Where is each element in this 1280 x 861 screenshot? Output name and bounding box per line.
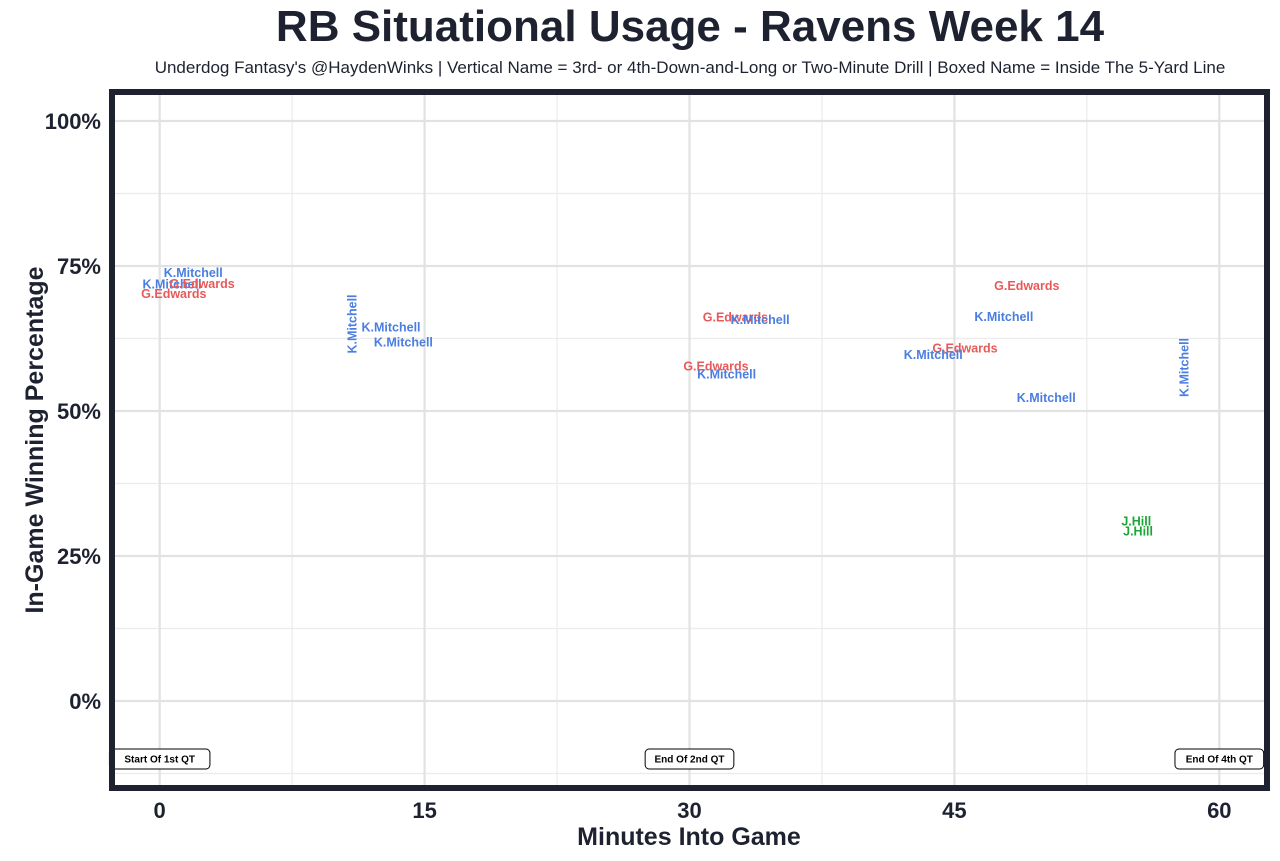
player-point-label: K.Mitchell bbox=[697, 367, 756, 381]
annotation-label: End Of 2nd QT bbox=[655, 755, 725, 766]
player-point-label: G.Edwards bbox=[994, 279, 1059, 293]
y-tick-label: 100% bbox=[45, 109, 101, 134]
plot-border bbox=[109, 89, 1270, 791]
grid-lines bbox=[112, 92, 1267, 788]
x-tick-label: 15 bbox=[412, 798, 436, 823]
y-axis-title: In-Game Winning Percentage bbox=[21, 266, 49, 613]
player-point-label: G.Edwards bbox=[169, 277, 234, 291]
annotation-label: End Of 4th QT bbox=[1186, 755, 1253, 766]
y-tick-label: 75% bbox=[57, 254, 101, 279]
annotations: Start Of 1st QT End Of 2nd QT End Of 4th Q… bbox=[108, 748, 1265, 770]
player-point-label: K.Mitchell bbox=[1017, 391, 1076, 405]
annotation-box bbox=[1174, 748, 1265, 770]
quarter-annotation: End Of 4th QT bbox=[1174, 748, 1265, 770]
player-point-label: K.Mitchell bbox=[164, 266, 223, 280]
player-point-label: K.Mitchell bbox=[904, 348, 963, 362]
chart-title: RB Situational Usage - Ravens Week 14 bbox=[275, 2, 1105, 51]
x-tick-label: 0 bbox=[154, 798, 166, 823]
x-axis-ticks: 0 15 30 45 60 bbox=[154, 798, 1232, 823]
x-tick-label: 60 bbox=[1207, 798, 1231, 823]
player-point-label: K.Mitchell bbox=[1177, 338, 1191, 397]
player-point-label: J.Hill bbox=[1123, 525, 1153, 539]
player-point-label: K.Mitchell bbox=[374, 335, 433, 349]
x-axis-title: Minutes Into Game bbox=[577, 823, 801, 851]
player-point-label: G.Edwards bbox=[141, 287, 206, 301]
y-tick-label: 50% bbox=[57, 399, 101, 424]
player-point-label: K.Mitchell bbox=[143, 277, 202, 291]
player-point-label: J.Hill bbox=[1121, 515, 1151, 529]
player-point-label: G.Edwards bbox=[703, 311, 768, 325]
y-axis-ticks: 0% 25% 50% 75% 100% bbox=[45, 109, 101, 714]
player-point-label: K.Mitchell bbox=[346, 294, 360, 353]
annotation-box bbox=[644, 748, 735, 770]
chart-subtitle: Underdog Fantasy's @HaydenWinks | Vertic… bbox=[154, 58, 1226, 77]
player-point-label: K.Mitchell bbox=[362, 320, 421, 334]
player-point-label: G.Edwards bbox=[683, 359, 748, 373]
y-tick-label: 25% bbox=[57, 544, 101, 569]
annotation-label: Start Of 1st QT bbox=[124, 755, 195, 766]
player-point-label: G.Edwards bbox=[932, 341, 997, 355]
player-point-label: K.Mitchell bbox=[974, 310, 1033, 324]
x-tick-label: 30 bbox=[677, 798, 701, 823]
data-points: K.MitchellK.MitchellG.EdwardsG.EdwardsK.… bbox=[141, 266, 1191, 539]
quarter-annotation: Start Of 1st QT bbox=[108, 748, 211, 770]
player-point-label: K.Mitchell bbox=[731, 313, 790, 327]
y-tick-label: 0% bbox=[69, 689, 101, 714]
quarter-annotation: End Of 2nd QT bbox=[644, 748, 735, 770]
x-tick-label: 45 bbox=[942, 798, 966, 823]
